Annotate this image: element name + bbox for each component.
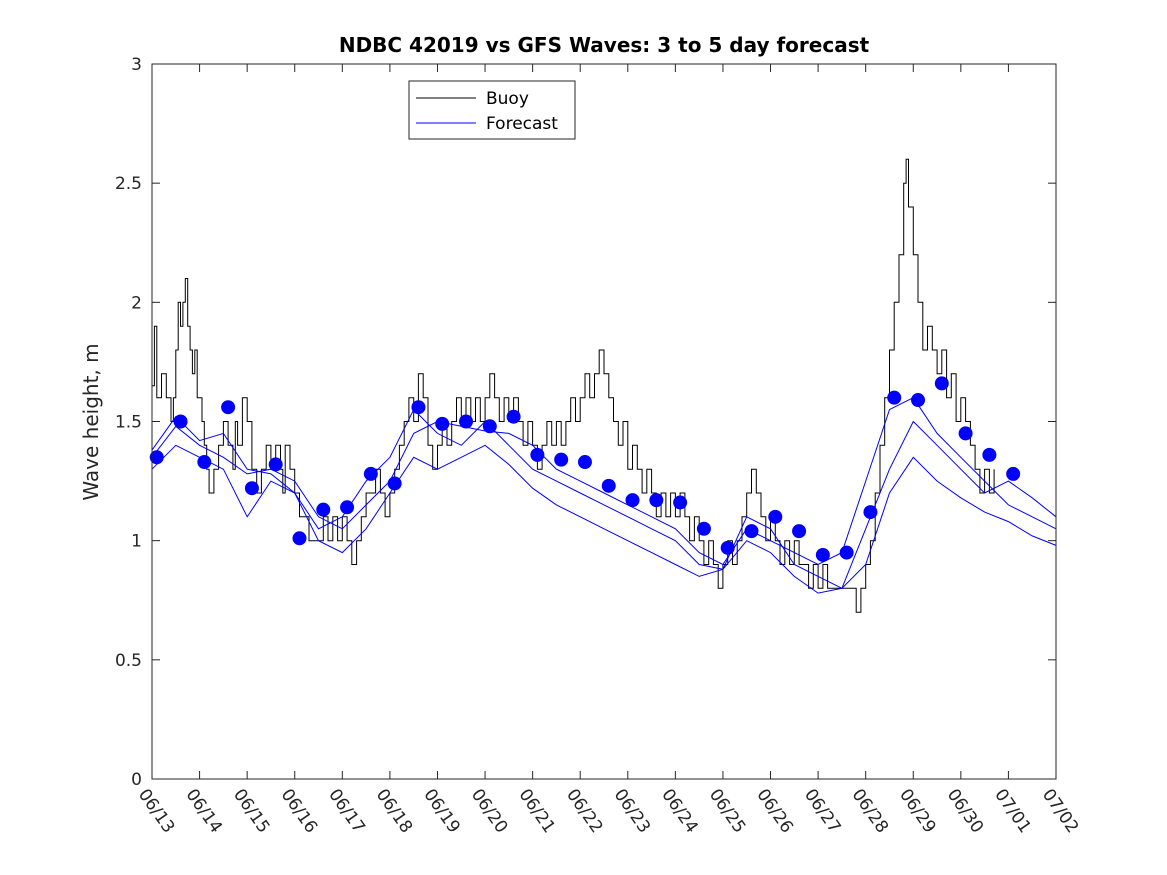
forecast-point [649,493,664,508]
forecast-point [435,416,450,431]
forecast-point [815,547,830,562]
x-tick-label: 07/02 [1038,785,1082,837]
forecast-point [530,447,545,462]
y-tick-label: 2.5 [115,174,142,194]
x-tick-label: 06/26 [752,785,796,837]
x-tick-label: 07/01 [990,785,1034,837]
forecast-point [173,414,188,429]
forecast-line-1 [151,397,1057,566]
forecast-point [316,502,331,517]
forecast-point [792,524,807,539]
x-tick-label: 06/23 [610,785,654,837]
x-tick-label: 06/24 [657,785,701,837]
forecast-point [934,376,949,391]
x-tick-label: 06/15 [229,785,273,837]
forecast-point [911,393,926,408]
forecast-point [1006,466,1021,481]
forecast-point [149,450,164,465]
forecast-point [506,409,521,424]
forecast-point [387,476,402,491]
y-axis: 0 0.5 1 1.5 2 2.5 3 [115,55,1056,790]
legend: Buoy Forecast [408,80,576,140]
forecast-point [601,478,616,493]
forecast-point [768,509,783,524]
y-tick-label: 3 [131,55,142,75]
plot-area [152,64,1056,779]
legend-box [408,80,576,140]
forecast-line-3 [151,444,1057,594]
y-axis-label: Wave height, m [79,343,103,500]
forecast-point [696,521,711,536]
forecast-point [459,414,474,429]
x-tick-label: 06/27 [800,785,844,837]
x-tick-label: 06/21 [515,785,559,837]
forecast-point [197,455,212,470]
forecast-point [839,545,854,560]
x-tick-label: 06/14 [181,785,225,837]
x-tick-label: 06/13 [134,785,178,837]
forecast-line-2 [151,408,1057,589]
forecast-point [958,426,973,441]
series-layer [151,158,1057,613]
x-tick-label: 06/18 [372,785,416,837]
forecast-point [340,500,355,515]
forecast-point [625,493,640,508]
y-tick-label: 0 [131,770,142,790]
forecast-point [887,390,902,405]
forecast-point [720,540,735,555]
x-tick-label: 06/22 [562,785,606,837]
y-tick-label: 1.5 [115,413,142,433]
forecast-point [292,531,307,546]
y-tick-label: 1 [131,532,142,552]
forecast-point [268,457,283,472]
legend-label-buoy: Buoy [486,89,529,109]
legend-label-forecast: Forecast [486,114,558,134]
x-tick-label: 06/30 [943,785,987,837]
x-tick-label: 06/29 [895,785,939,837]
y-tick-label: 2 [131,293,142,313]
forecast-point [577,455,592,470]
chart-title: NDBC 42019 vs GFS Waves: 3 to 5 day fore… [339,33,870,57]
forecast-point [363,466,378,481]
forecast-point [221,400,236,415]
x-tick-label: 06/25 [705,785,749,837]
y-tick-label: 0.5 [115,651,142,671]
forecast-point [411,400,426,415]
x-tick-label: 06/20 [467,785,511,837]
forecast-point [244,481,259,496]
forecast-point [482,419,497,434]
marker-layer [149,376,1021,562]
forecast-point [673,495,688,510]
x-tick-label: 06/19 [419,785,463,837]
forecast-point [554,452,569,467]
x-tick-label: 06/28 [848,785,892,837]
x-tick-label: 06/16 [277,785,321,837]
buoy-line [152,158,995,613]
forecast-point [744,524,759,539]
forecast-point [982,447,997,462]
forecast-point [863,505,878,520]
x-tick-label: 06/17 [324,785,368,837]
